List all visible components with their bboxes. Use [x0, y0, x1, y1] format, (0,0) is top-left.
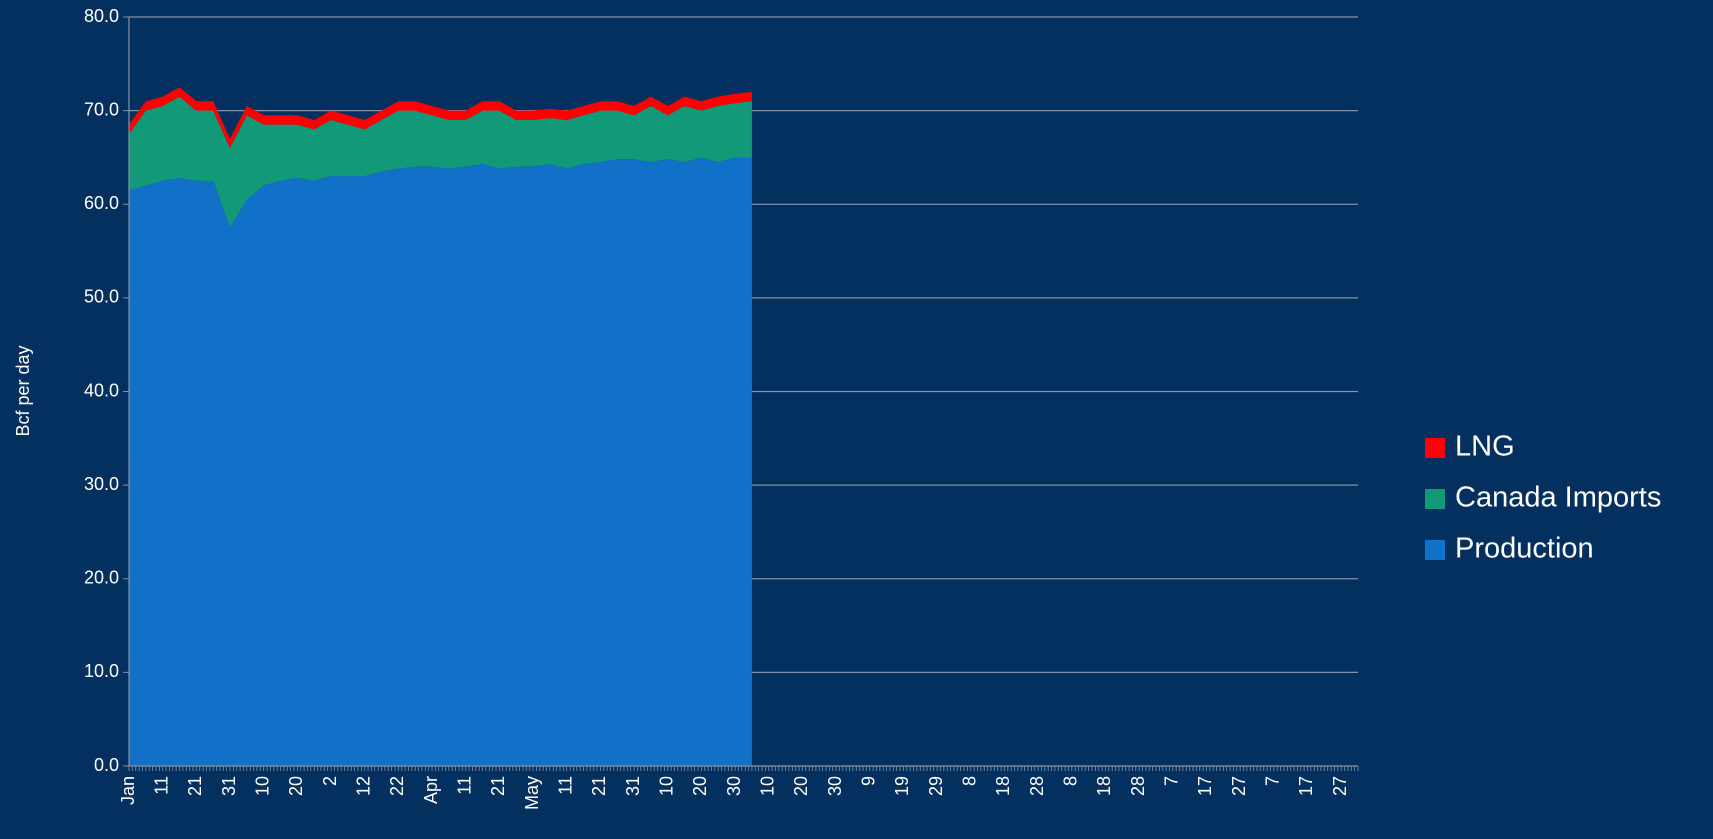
legend-label: Canada Imports — [1455, 482, 1661, 514]
legend-label: LNG — [1455, 431, 1515, 463]
x-tick-label: 11 — [151, 776, 171, 795]
x-tick-label: 18 — [1094, 776, 1114, 796]
x-tick-label: 17 — [1296, 776, 1316, 796]
x-tick-label: May — [522, 776, 542, 810]
x-tick-label: 21 — [185, 776, 205, 796]
x-tick-label: 7 — [1263, 776, 1283, 786]
y-tick-label: 0.0 — [94, 755, 119, 775]
x-tick-label: 28 — [1128, 776, 1148, 796]
y-axis-title: Bcf per day — [13, 345, 33, 436]
x-tick-label: 30 — [825, 776, 845, 796]
x-tick-label: 27 — [1229, 776, 1249, 796]
y-tick-label: 60.0 — [84, 193, 119, 213]
area — [129, 87, 752, 149]
x-tick-label: 21 — [589, 776, 609, 796]
x-tick-label: 10 — [656, 776, 676, 796]
x-tick-label: 18 — [993, 776, 1013, 796]
area — [129, 96, 752, 228]
x-tick-label: 20 — [791, 776, 811, 796]
legend-swatch — [1425, 489, 1445, 509]
x-tick-label: 21 — [488, 776, 508, 796]
y-tick-label: 70.0 — [84, 99, 119, 119]
x-tick-label: 11 — [555, 776, 575, 795]
x-tick-label: 20 — [286, 776, 306, 796]
y-tick-label: 20.0 — [84, 568, 119, 588]
x-tick-label: 8 — [960, 776, 980, 786]
x-tick-label: 11 — [454, 776, 474, 795]
x-tick-label: 19 — [892, 776, 912, 796]
x-tick-label: 30 — [724, 776, 744, 796]
y-tick-label: 30.0 — [84, 474, 119, 494]
y-tick-label: 40.0 — [84, 380, 119, 400]
x-tick-label: 7 — [1162, 776, 1182, 786]
x-tick-label: 31 — [219, 776, 239, 796]
x-tick-label: 29 — [926, 776, 946, 796]
x-tick-label: 27 — [1330, 776, 1350, 796]
y-tick-label: 10.0 — [84, 661, 119, 681]
x-tick-label: Jan — [118, 776, 138, 805]
x-tick-label: 9 — [859, 776, 879, 786]
x-tick-label: 31 — [623, 776, 643, 796]
legend-label: Production — [1455, 533, 1594, 565]
area — [129, 157, 752, 766]
x-tick-label: 10 — [758, 776, 778, 796]
legend-swatch — [1425, 540, 1445, 560]
x-tick-label: 2 — [320, 776, 340, 786]
y-tick-label: 50.0 — [84, 287, 119, 307]
y-tick-label: 80.0 — [84, 6, 119, 26]
x-tick-label: 17 — [1195, 776, 1215, 796]
x-tick-label: 10 — [252, 776, 272, 796]
x-tick-label: 28 — [1027, 776, 1047, 796]
x-tick-label: 22 — [387, 776, 407, 796]
x-tick-label: Apr — [421, 776, 441, 804]
legend-swatch — [1425, 438, 1445, 458]
x-tick-label: 20 — [690, 776, 710, 796]
x-tick-label: 12 — [353, 776, 373, 796]
x-tick-label: 8 — [1061, 776, 1081, 786]
